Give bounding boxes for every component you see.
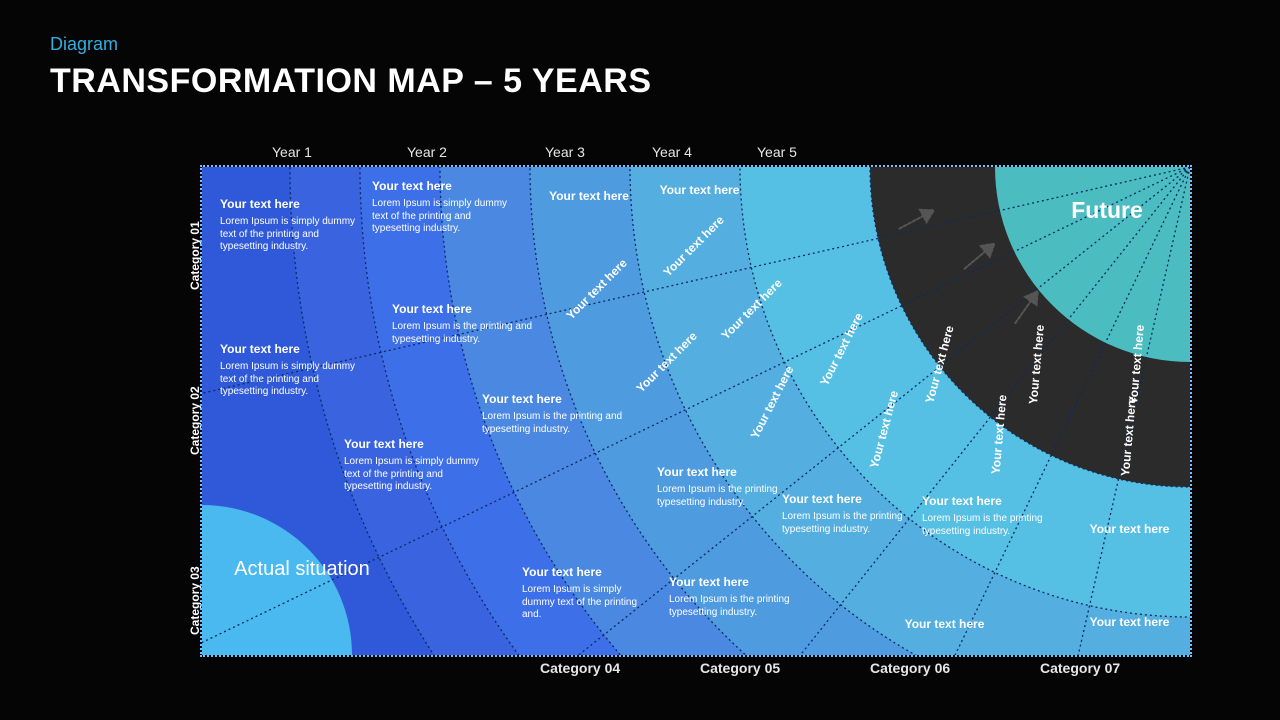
year-label-4: Year 4 (652, 144, 692, 160)
year-label-5: Year 5 (757, 144, 797, 160)
cat-bottom-6: Category 06 (870, 660, 950, 676)
slide-subtitle: Diagram (50, 34, 118, 55)
cat-bottom-5: Category 05 (700, 660, 780, 676)
cat-bottom-4: Category 04 (540, 660, 620, 676)
year-label-1: Year 1 (272, 144, 312, 160)
transformation-map: Actual situation Future Your text hereLo… (200, 165, 1192, 657)
cat-bottom-7: Category 07 (1040, 660, 1120, 676)
year-label-2: Year 2 (407, 144, 447, 160)
year-label-3: Year 3 (545, 144, 585, 160)
actual-situation-label: Actual situation (232, 557, 372, 582)
slide-title: TRANSFORMATION MAP – 5 YEARS (50, 62, 652, 101)
future-label: Future (1037, 197, 1177, 224)
